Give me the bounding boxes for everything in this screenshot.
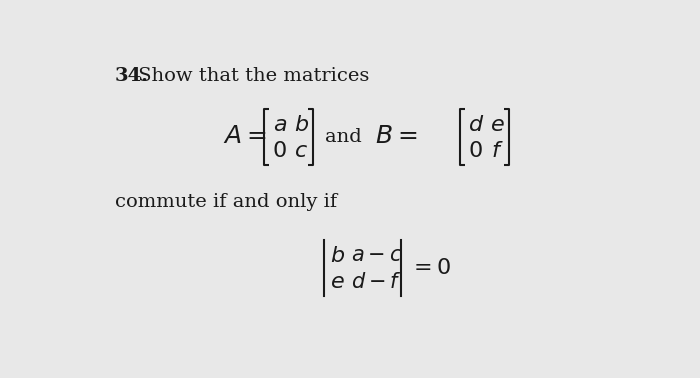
Text: $a-c$: $a-c$ <box>351 246 402 265</box>
Text: 34.: 34. <box>115 67 148 85</box>
Text: $= 0$: $= 0$ <box>409 257 452 279</box>
Text: and: and <box>325 128 361 146</box>
Text: $0$: $0$ <box>468 140 483 162</box>
Text: $b$: $b$ <box>294 114 309 136</box>
Text: $d$: $d$ <box>468 114 484 136</box>
Text: $e$: $e$ <box>490 114 505 136</box>
Text: commute if and only if: commute if and only if <box>115 193 337 211</box>
Text: $B =$: $B =$ <box>375 125 417 149</box>
Text: $a$: $a$ <box>272 114 287 136</box>
Text: Show that the matrices: Show that the matrices <box>132 67 370 85</box>
Text: $0$: $0$ <box>272 140 287 162</box>
Text: $c$: $c$ <box>295 140 309 162</box>
Text: $f$: $f$ <box>491 140 504 162</box>
Text: $A =$: $A =$ <box>223 125 267 149</box>
Text: $b$: $b$ <box>330 245 345 267</box>
Text: $e$: $e$ <box>330 271 345 293</box>
Text: $d-f$: $d-f$ <box>351 272 402 292</box>
